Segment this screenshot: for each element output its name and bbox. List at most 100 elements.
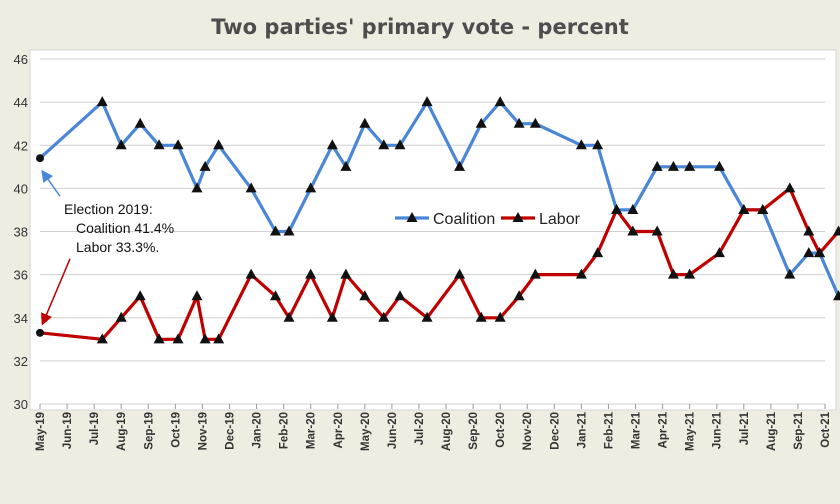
data-point xyxy=(115,139,127,150)
data-point xyxy=(359,290,371,301)
x-tick-label: Aug-19 xyxy=(116,412,128,451)
data-point xyxy=(475,117,487,128)
x-tick-label: Oct-19 xyxy=(170,412,182,448)
plot-area xyxy=(29,49,837,411)
data-point xyxy=(575,139,587,150)
annotation-arrow-coalition xyxy=(41,169,61,197)
data-point xyxy=(713,247,725,258)
data-point xyxy=(96,333,108,344)
data-point xyxy=(283,311,295,322)
data-point xyxy=(199,333,211,344)
legend-label: Coalition xyxy=(433,211,495,228)
data-point xyxy=(134,290,146,301)
data-point xyxy=(36,154,44,163)
data-point xyxy=(494,96,506,107)
data-point xyxy=(592,247,604,258)
y-tick-label: 46 xyxy=(14,52,28,67)
data-point xyxy=(651,160,663,171)
x-tick-label: Jun-20 xyxy=(387,412,399,449)
legend-marker xyxy=(406,212,418,222)
data-point xyxy=(270,290,281,301)
legend-marker xyxy=(512,212,524,222)
data-point xyxy=(513,290,525,301)
series-line-coalition xyxy=(38,100,840,297)
data-point xyxy=(651,225,663,236)
data-point xyxy=(305,182,317,193)
x-tick-label: Oct-21 xyxy=(820,411,832,447)
x-tick-label: Mar-21 xyxy=(631,411,643,449)
data-point xyxy=(115,311,127,322)
x-tick-label: Jul-19 xyxy=(89,412,101,445)
series-group xyxy=(36,96,840,344)
x-tick-label: Dec-19 xyxy=(224,412,236,450)
annotation-line-3: Labor 33.3%. xyxy=(76,239,160,255)
x-tick-label: Feb-20 xyxy=(279,412,291,449)
data-point xyxy=(513,117,525,128)
data-point xyxy=(394,139,406,150)
data-point xyxy=(627,225,639,236)
data-point xyxy=(172,333,184,344)
y-tick-label: 36 xyxy=(14,268,28,283)
data-point xyxy=(172,139,184,150)
x-tick-label: Feb-21 xyxy=(603,411,615,449)
data-point xyxy=(270,225,281,236)
data-point xyxy=(667,268,679,279)
data-point xyxy=(454,268,466,279)
y-tick-label: 30 xyxy=(14,397,28,412)
data-point xyxy=(784,268,796,279)
data-point xyxy=(627,203,639,214)
x-tick-label: Nov-19 xyxy=(197,412,209,450)
data-point xyxy=(529,117,541,128)
data-point xyxy=(592,139,604,150)
data-point xyxy=(213,333,225,344)
annotation-arrow-labor xyxy=(40,258,71,326)
x-tick-label: Mar-20 xyxy=(306,412,318,449)
data-point xyxy=(814,247,826,258)
data-point xyxy=(454,160,466,171)
data-point xyxy=(421,311,433,322)
data-point xyxy=(784,182,796,193)
annotation-text: Election 2019: Coalition 41.4% Labor 33.… xyxy=(64,200,174,257)
data-point xyxy=(199,160,211,171)
x-tick-label: Jan-20 xyxy=(252,412,264,448)
data-point xyxy=(191,182,203,193)
data-point xyxy=(684,268,696,279)
data-point xyxy=(378,311,390,322)
legend-label: Labor xyxy=(539,211,581,228)
data-point xyxy=(326,139,338,150)
data-point xyxy=(833,290,840,301)
annotation-line-2: Coalition 41.4% xyxy=(76,220,175,236)
x-tick-label: Jul-21 xyxy=(739,411,751,445)
data-point xyxy=(394,290,406,301)
data-point xyxy=(803,247,815,258)
data-point xyxy=(96,96,108,107)
x-tick-label: Apr-20 xyxy=(333,412,345,448)
y-tick-label: 44 xyxy=(14,95,28,110)
x-tick-label: Dec-20 xyxy=(549,412,561,450)
data-point xyxy=(803,225,815,236)
data-point xyxy=(378,139,390,150)
x-tick-label: Sep-20 xyxy=(468,412,480,450)
data-point xyxy=(340,160,352,171)
x-tick-label: Apr-21 xyxy=(658,411,670,448)
data-point xyxy=(475,311,487,322)
data-point xyxy=(738,203,750,214)
x-tick-label: Nov-20 xyxy=(522,412,534,450)
chart-title: Two parties' primary vote - percent xyxy=(211,15,628,39)
data-point xyxy=(359,117,371,128)
x-tick-label: May-20 xyxy=(360,412,372,451)
x-tick-label: Oct-20 xyxy=(495,412,507,448)
data-point xyxy=(340,268,352,279)
x-tick-label: Jun-21 xyxy=(712,411,724,449)
x-tick-label: Aug-20 xyxy=(441,412,453,451)
data-point xyxy=(833,225,840,236)
data-point xyxy=(134,117,146,128)
data-point xyxy=(213,139,225,150)
data-point xyxy=(36,328,44,337)
data-point xyxy=(326,311,338,322)
data-point xyxy=(191,290,203,301)
data-point xyxy=(575,268,587,279)
x-axis-ticks: May-19 Jun-19 Jul-19 Aug-19 Sep-19 Oct-19 Nov-… xyxy=(35,404,832,451)
